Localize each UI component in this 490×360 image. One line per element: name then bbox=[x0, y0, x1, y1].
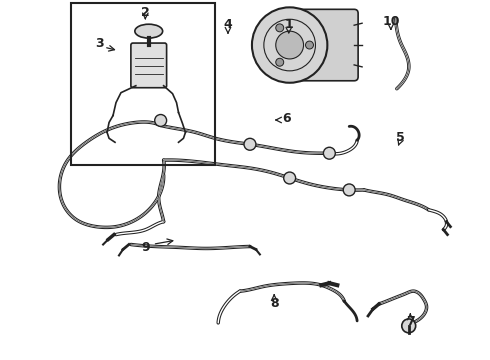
Circle shape bbox=[276, 58, 284, 66]
Circle shape bbox=[252, 7, 327, 83]
Ellipse shape bbox=[135, 24, 163, 38]
Text: 4: 4 bbox=[223, 18, 232, 31]
Text: 7: 7 bbox=[406, 315, 415, 328]
Text: 9: 9 bbox=[141, 241, 149, 255]
Text: 8: 8 bbox=[270, 297, 278, 310]
Text: 10: 10 bbox=[382, 14, 400, 27]
Circle shape bbox=[402, 319, 416, 333]
Text: 1: 1 bbox=[284, 18, 293, 31]
Circle shape bbox=[323, 147, 335, 159]
FancyBboxPatch shape bbox=[131, 43, 167, 88]
Bar bbox=[72, 3, 215, 165]
Circle shape bbox=[155, 114, 167, 126]
FancyBboxPatch shape bbox=[295, 9, 358, 81]
Circle shape bbox=[306, 41, 314, 49]
Circle shape bbox=[343, 184, 355, 196]
Text: 6: 6 bbox=[282, 112, 291, 125]
Text: 5: 5 bbox=[396, 131, 405, 144]
Circle shape bbox=[244, 138, 256, 150]
Circle shape bbox=[276, 24, 284, 32]
Text: 2: 2 bbox=[141, 6, 150, 19]
Circle shape bbox=[276, 31, 303, 59]
Circle shape bbox=[284, 172, 295, 184]
Text: 3: 3 bbox=[95, 37, 103, 50]
